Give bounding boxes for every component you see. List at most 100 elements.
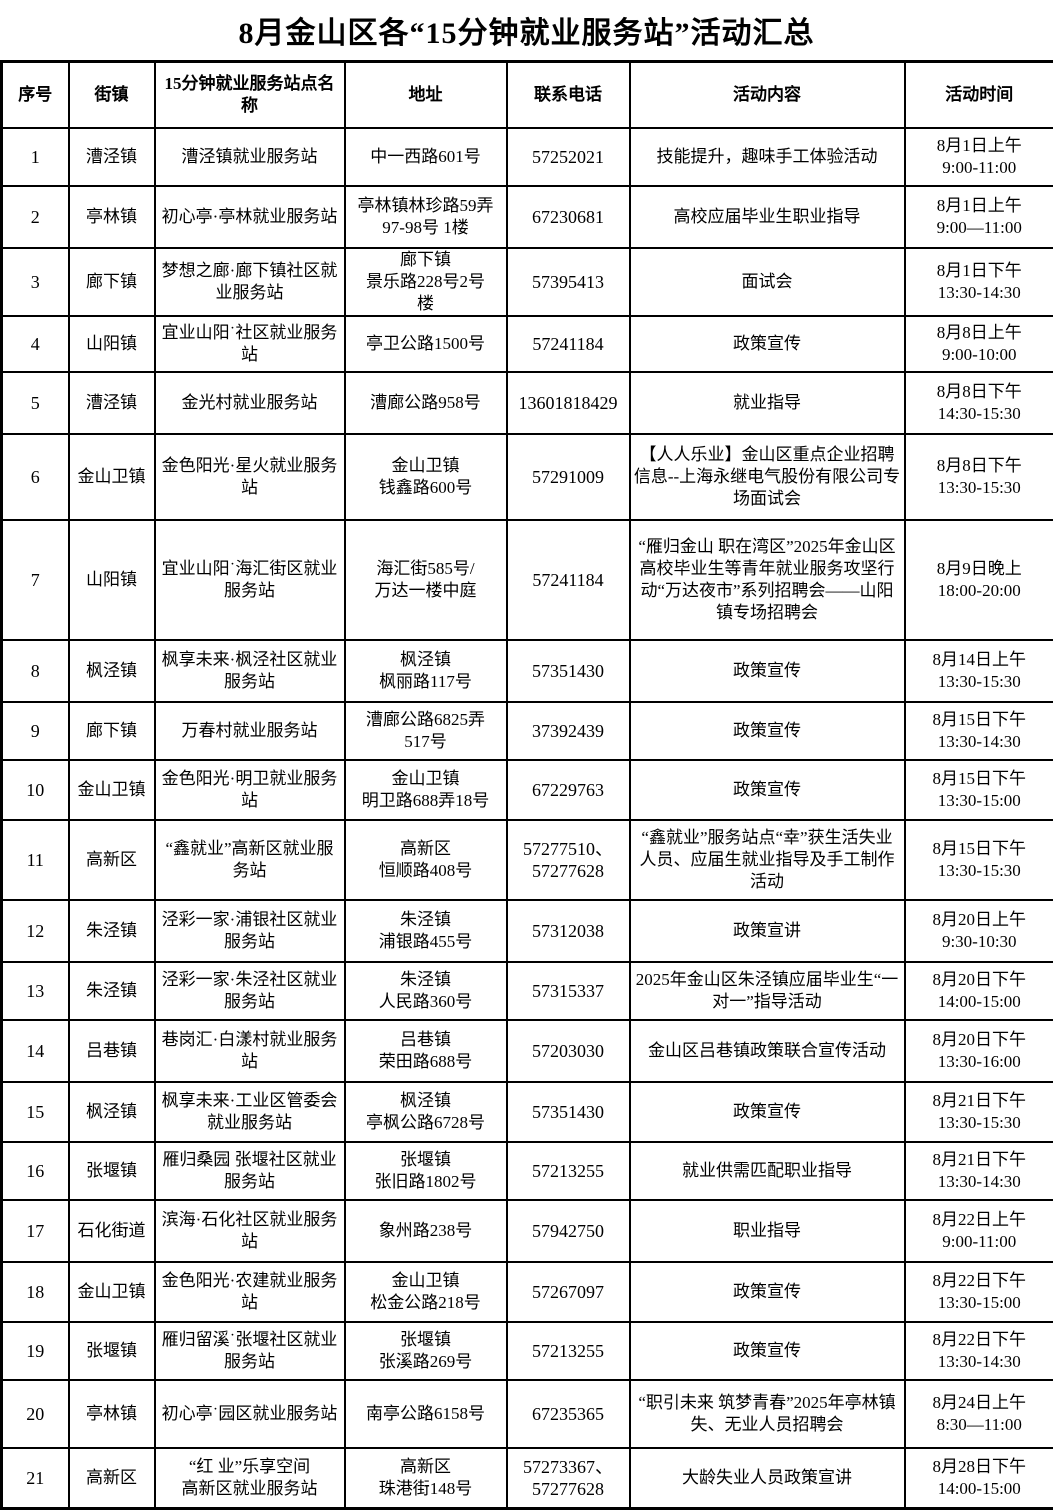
text-line: 517号 [349,731,503,753]
cell-station-name: “红 业”乐享空间高新区就业服务站 [155,1448,345,1508]
cell-station-name: 泾彩一家·朱泾社区就业服务站 [155,962,345,1020]
text-line: 松金公路218号 [349,1292,503,1314]
cell-row-number: 15 [2,1082,69,1142]
cell-address: 象州路238号 [345,1200,507,1262]
cell-station-name: 泾彩一家·浦银社区就业服务站 [155,900,345,962]
cell-station-name: 金色阳光·农建就业服务站 [155,1262,345,1322]
cell-activity: 政策宣传 [630,1322,905,1380]
text-line: 14:30-15:30 [909,403,1051,425]
cell-activity: 政策宣传 [630,760,905,820]
cell-address: 张堰镇张旧路1802号 [345,1142,507,1200]
text-line: 97-98号 1楼 [349,217,503,239]
cell-activity: 政策宣传 [630,702,905,760]
cell-station-name: 雁归桑园 张堰社区就业服务站 [155,1142,345,1200]
text-line: 明卫路688弄18号 [349,790,503,812]
text-line: 朱泾镇 [349,969,503,991]
cell-activity: 大龄失业人员政策宣讲 [630,1448,905,1508]
text-line: 13:30-14:30 [909,1351,1051,1373]
text-line: 8月8日下午 [909,455,1051,477]
cell-station-name: 枫享未来·工业区管委会就业服务站 [155,1082,345,1142]
text-line: 13:30-15:00 [909,1292,1051,1314]
text-line: 8月22日下午 [909,1270,1051,1292]
cell-row-number: 13 [2,962,69,1020]
text-line: 8月1日上午 [909,195,1051,217]
text-line: 吕巷镇 [349,1029,503,1051]
text-line: 9:00-10:00 [909,344,1051,366]
cell-town: 枫泾镇 [69,640,155,702]
text-line: 8月1日上午 [909,135,1051,157]
cell-activity: 就业指导 [630,372,905,434]
cell-row-number: 7 [2,520,69,640]
text-line: 13:30-15:30 [909,671,1051,693]
cell-phone: 37392439 [507,702,630,760]
cell-row-number: 21 [2,1448,69,1508]
cell-activity: 【人人乐业】金山区重点企业招聘信息--上海永继电气股份有限公司专场面试会 [630,434,905,520]
text-line: 8月15日下午 [909,709,1051,731]
text-line: 浦银路455号 [349,931,503,953]
cell-town: 金山卫镇 [69,760,155,820]
text-line: 人民路360号 [349,991,503,1013]
cell-activity: 政策宣传 [630,640,905,702]
text-line: 13:30-14:30 [909,282,1051,304]
cell-station-name: 金色阳光·明卫就业服务站 [155,760,345,820]
cell-phone: 57351430 [507,1082,630,1142]
text-line: 枫泾镇 [349,1090,503,1112]
cell-row-number: 5 [2,372,69,434]
cell-phone: 67230681 [507,186,630,248]
text-line: 钱鑫路600号 [349,477,503,499]
cell-station-name: 万春村就业服务站 [155,702,345,760]
text-line: 8月1日下午 [909,260,1051,282]
cell-row-number: 8 [2,640,69,702]
cell-address: 南亭公路6158号 [345,1380,507,1448]
text-line: 9:00—11:00 [909,217,1051,239]
cell-row-number: 12 [2,900,69,962]
cell-row-number: 17 [2,1200,69,1262]
text-line: 张溪路269号 [349,1351,503,1373]
cell-town: 漕泾镇 [69,372,155,434]
text-line: 亭枫公路6728号 [349,1112,503,1134]
cell-phone: 57213255 [507,1322,630,1380]
cell-activity: “鑫就业”服务站点“幸”获生活失业人员、应届生就业指导及手工制作活动 [630,820,905,900]
cell-address: 金山卫镇明卫路688弄18号 [345,760,507,820]
cell-activity: 政策宣传 [630,1082,905,1142]
text-line: 8月20日下午 [909,969,1051,991]
text-line: 8月21日下午 [909,1090,1051,1112]
column-header-town: 街镇 [69,62,155,129]
cell-activity: 面试会 [630,248,905,316]
cell-address: 亭卫公路1500号 [345,316,507,372]
cell-phone: 57213255 [507,1142,630,1200]
cell-activity: “雁归金山 职在湾区”2025年金山区高校毕业生等青年就业服务攻坚行动“万达夜市… [630,520,905,640]
text-line: 恒顺路408号 [349,860,503,882]
cell-town: 山阳镇 [69,520,155,640]
text-line: 万达一楼中庭 [349,580,503,602]
cell-station-name: “鑫就业”高新区就业服务站 [155,820,345,900]
column-header-phone: 联系电话 [507,62,630,129]
cell-phone: 57241184 [507,316,630,372]
cell-address: 吕巷镇荣田路688号 [345,1020,507,1082]
cell-address: 高新区恒顺路408号 [345,820,507,900]
cell-town: 廊下镇 [69,248,155,316]
